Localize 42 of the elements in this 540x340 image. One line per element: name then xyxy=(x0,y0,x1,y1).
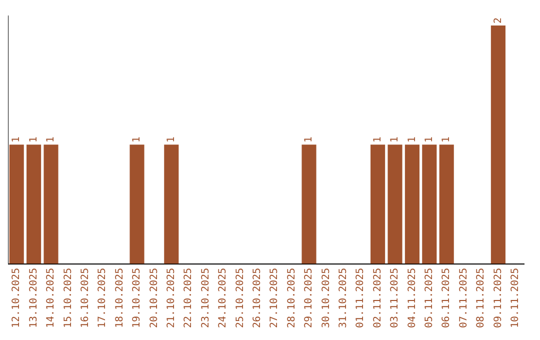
x-tick-label: 31.10.2025 xyxy=(338,268,349,328)
x-tick-label: 03.11.2025 xyxy=(390,268,401,328)
data-label: 1 xyxy=(46,136,57,143)
x-tick-label: 08.11.2025 xyxy=(476,268,487,328)
data-label: 1 xyxy=(132,136,143,143)
x-tick-label: 06.11.2025 xyxy=(441,268,452,328)
x-tick-label: 05.11.2025 xyxy=(424,268,435,328)
x-tick-label: 30.10.2025 xyxy=(320,268,332,328)
x-tick-label: 19.10.2025 xyxy=(132,268,143,328)
x-tick-label: 02.11.2025 xyxy=(372,268,384,328)
data-label: 1 xyxy=(406,136,418,143)
x-tick-label: 21.10.2025 xyxy=(166,268,177,328)
x-tick-label: 26.10.2025 xyxy=(252,268,263,328)
data-label: 1 xyxy=(166,136,177,143)
data-label: 1 xyxy=(424,136,435,143)
data-label: 1 xyxy=(441,136,452,143)
x-tick-label: 09.11.2025 xyxy=(492,268,504,328)
x-tick-label: 27.10.2025 xyxy=(269,268,280,328)
data-label: 2 xyxy=(492,18,504,24)
x-tick-label: 07.11.2025 xyxy=(458,268,470,328)
x-tick-label: 17.10.2025 xyxy=(97,268,108,328)
x-tick-label: 15.10.2025 xyxy=(62,268,74,328)
x-tick-label: 16.10.2025 xyxy=(80,268,91,328)
data-label: 1 xyxy=(28,136,40,143)
x-tick-label: 14.10.2025 xyxy=(46,268,57,328)
x-tick-label: 13.10.2025 xyxy=(28,268,40,328)
x-tick-label: 28.10.2025 xyxy=(286,268,298,328)
data-label: 1 xyxy=(11,136,22,143)
x-tick-label: 01.11.2025 xyxy=(355,268,366,328)
data-label: 1 xyxy=(372,136,384,143)
x-tick-label: 18.10.2025 xyxy=(114,268,126,328)
x-tick-label: 25.10.2025 xyxy=(234,268,246,328)
x-tick-label: 20.10.2025 xyxy=(148,268,160,328)
x-tick-label: 10.11.2025 xyxy=(510,268,521,328)
x-tick-label: 12.10.2025 xyxy=(11,268,22,328)
x-tick-label: 29.10.2025 xyxy=(304,268,315,328)
x-tick-label: 04.11.2025 xyxy=(406,268,418,328)
data-label: 1 xyxy=(390,136,401,143)
x-tick-label: 23.10.2025 xyxy=(200,268,212,328)
x-tick-label: 24.10.2025 xyxy=(218,268,229,328)
x-tick-label: 22.10.2025 xyxy=(183,268,194,328)
data-label: 1 xyxy=(304,136,315,143)
